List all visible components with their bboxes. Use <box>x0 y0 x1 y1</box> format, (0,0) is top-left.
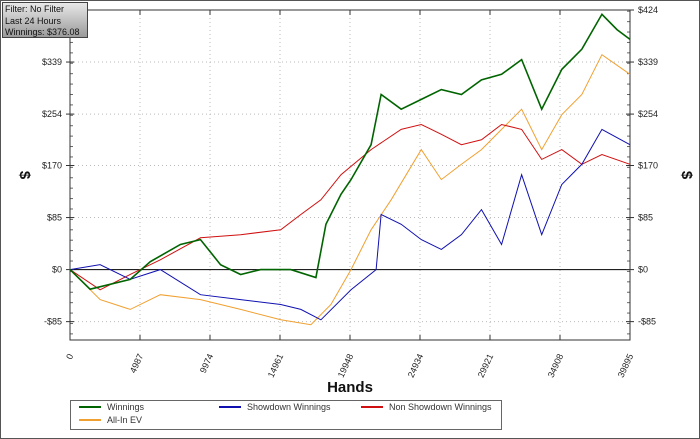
legend-item: Winnings <box>79 402 144 412</box>
y-tick-label-left: $254 <box>42 109 62 119</box>
plot-area <box>69 9 631 341</box>
series-line-all-in-ev <box>69 53 631 326</box>
x-tick-label: 29921 <box>476 352 496 379</box>
y-tick-label-right: -$85 <box>638 317 656 327</box>
y-tick-label-right: $339 <box>638 57 658 67</box>
x-tick-label: 39895 <box>616 352 636 379</box>
x-tick-label: 19948 <box>336 352 356 379</box>
y-tick-label-left: $85 <box>47 213 62 223</box>
x-tick-label: 34908 <box>546 352 566 379</box>
legend-item: Non Showdown Winnings <box>361 402 492 412</box>
y-tick-label-right: $170 <box>638 161 658 171</box>
filter-label: Filter: No Filter <box>5 4 65 14</box>
legend-item: All-In EV <box>79 415 142 425</box>
legend-label: Winnings <box>107 402 145 412</box>
y-tick-label-left: $0 <box>52 265 62 275</box>
y-tick-label-right: $85 <box>638 213 653 223</box>
legend-swatch <box>79 419 101 421</box>
y-axis-title-left: $ <box>16 171 33 180</box>
y-axis-title-right: $ <box>678 171 695 180</box>
x-axis-title: Hands <box>327 379 373 396</box>
x-tick-label: 4987 <box>128 352 146 374</box>
legend-swatch <box>219 406 241 408</box>
y-tick-label-left: -$85 <box>44 317 62 327</box>
period-label: Last 24 Hours <box>5 15 62 26</box>
x-tick-label: 0 <box>64 352 75 361</box>
series-line-showdown-winnings <box>69 128 631 321</box>
legend-item: Showdown Winnings <box>219 402 331 412</box>
y-tick-label-left: $170 <box>42 161 62 171</box>
legend-label: All-In EV <box>107 415 143 425</box>
y-tick-label-right: $0 <box>638 265 648 275</box>
y-tick-label-left: $339 <box>42 57 62 67</box>
legend-swatch <box>79 406 101 408</box>
legend-label: Non Showdown Winnings <box>389 402 492 412</box>
series-line-winnings <box>69 12 631 291</box>
filter-info-box: Filter: No Filter Last 24 Hours Winnings… <box>2 2 88 38</box>
x-tick-label: 14961 <box>266 352 286 379</box>
series-line-non-showdown-winnings <box>69 123 631 291</box>
x-tick-label: 24934 <box>406 352 426 379</box>
legend-label: Showdown Winnings <box>247 402 331 412</box>
winnings-label: Winnings: $376.08 <box>5 27 80 37</box>
legend: Winnings Showdown Winnings Non Showdown Wi… <box>70 400 502 430</box>
y-tick-label-right: $254 <box>638 109 658 119</box>
legend-swatch <box>361 406 383 408</box>
x-tick-label: 9974 <box>198 352 216 374</box>
y-tick-label-right: $424 <box>638 5 658 15</box>
